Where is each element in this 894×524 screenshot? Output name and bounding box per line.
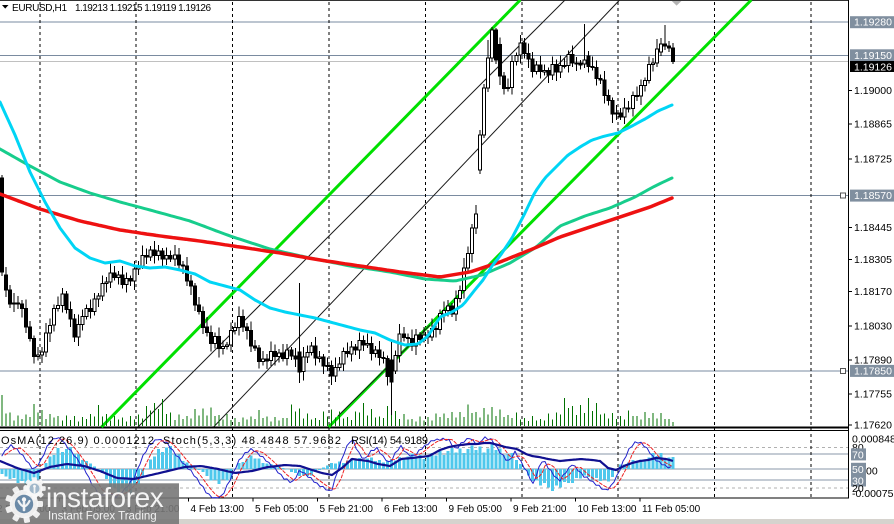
svg-text:EURUSD,H1: EURUSD,H1 xyxy=(12,3,67,14)
svg-text:9 Feb 21:00: 9 Feb 21:00 xyxy=(513,504,567,515)
svg-text:1.19126: 1.19126 xyxy=(854,62,892,74)
svg-text:1.18445: 1.18445 xyxy=(854,222,892,234)
svg-text:OsMA(12,26,9) 0.0001212: OsMA(12,26,9) 0.0001212 xyxy=(1,435,154,447)
svg-text:70: 70 xyxy=(852,449,864,461)
svg-text:1.17850: 1.17850 xyxy=(854,365,892,377)
svg-text:1.18030: 1.18030 xyxy=(854,321,892,333)
svg-text:1.18865: 1.18865 xyxy=(854,118,892,130)
svg-text:1.17890: 1.17890 xyxy=(854,355,892,367)
svg-text:1.18170: 1.18170 xyxy=(854,286,892,298)
svg-text:50: 50 xyxy=(852,464,864,476)
svg-text:00: 00 xyxy=(866,466,878,478)
svg-text:1.18305: 1.18305 xyxy=(854,254,892,266)
svg-text:1.19280: 1.19280 xyxy=(854,17,892,29)
svg-text:6 Feb 13:00: 6 Feb 13:00 xyxy=(384,504,438,515)
svg-text:5 Feb 05:00: 5 Feb 05:00 xyxy=(255,504,309,515)
svg-text:1.18725: 1.18725 xyxy=(854,154,892,166)
svg-text:4 Feb 13:00: 4 Feb 13:00 xyxy=(191,504,245,515)
svg-text:11 Feb 05:00: 11 Feb 05:00 xyxy=(642,504,701,515)
svg-text:5 Feb 21:00: 5 Feb 21:00 xyxy=(320,504,374,515)
svg-text:Stoch(5,3,3) 48.4848 57.9682: Stoch(5,3,3) 48.4848 57.9682 xyxy=(163,435,341,447)
svg-text:1.17620: 1.17620 xyxy=(854,420,892,432)
svg-text:1.17755: 1.17755 xyxy=(854,389,892,401)
svg-text:1.19213 1.19215 1.19119 1.1912: 1.19213 1.19215 1.19119 1.19126 xyxy=(75,3,211,14)
svg-text:80: 80 xyxy=(852,442,864,454)
svg-text:9 Feb 05:00: 9 Feb 05:00 xyxy=(449,504,503,515)
svg-text:1.19150: 1.19150 xyxy=(854,50,892,62)
svg-text:RSI(14) 54.9189: RSI(14) 54.9189 xyxy=(351,435,428,447)
svg-text:20: 20 xyxy=(852,483,864,495)
svg-text:Instant Forex Trading: Instant Forex Trading xyxy=(48,511,157,523)
svg-text:0.0008485: 0.0008485 xyxy=(852,434,894,446)
svg-text:30: 30 xyxy=(852,476,864,488)
svg-text:instaforex: instaforex xyxy=(46,482,164,513)
svg-text:1.18570: 1.18570 xyxy=(854,190,892,202)
svg-text:-0.0007531: -0.0007531 xyxy=(852,488,894,500)
svg-text:10 Feb 13:00: 10 Feb 13:00 xyxy=(578,504,637,515)
svg-text:1.19000: 1.19000 xyxy=(854,85,892,97)
